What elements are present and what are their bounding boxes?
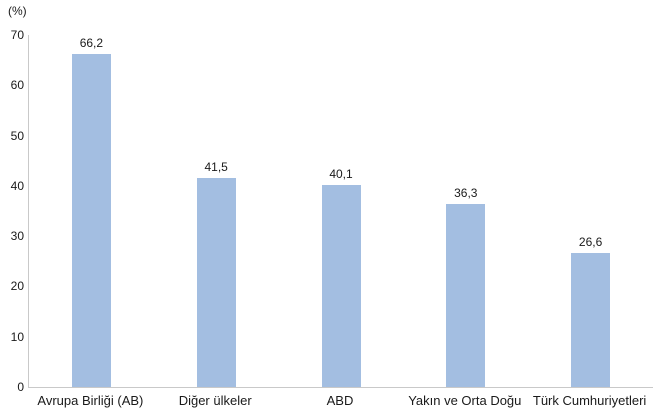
bar-value-label: 26,6 (578, 235, 603, 249)
bar (571, 253, 611, 387)
y-axis-tick-label: 30 (10, 229, 24, 244)
y-axis-tick-label: 40 (10, 178, 24, 193)
plot-area: 66,2 41,5 40,1 36,3 26,6 (28, 35, 653, 388)
bar-value-label: 36,3 (454, 186, 478, 200)
x-axis-category-label: Avrupa Birliği (AB) (37, 393, 144, 408)
y-axis-tick-label: 10 (10, 329, 24, 344)
bar-value-label: 66,2 (79, 36, 104, 50)
y-axis-tick-label: 0 (17, 380, 24, 394)
y-axis-tick-label: 60 (10, 78, 24, 93)
bar (71, 54, 111, 387)
x-axis-category-label: Yakın ve Orta Doğu (408, 393, 522, 408)
y-axis-tick-label: 20 (10, 279, 24, 294)
x-axis-category-label: Türk Cumhuriyetleri (532, 393, 647, 408)
x-axis-category-label: ABD (326, 393, 354, 408)
bar (446, 204, 486, 387)
y-axis-tick-label: 70 (10, 28, 24, 42)
bar (196, 178, 236, 387)
bar (321, 185, 361, 387)
bar-value-label: 41,5 (204, 160, 228, 174)
y-axis-unit-label: (%) (8, 4, 27, 18)
y-axis-tick-label: 50 (10, 128, 24, 143)
x-axis-category-label: Diğer ülkeler (178, 393, 252, 408)
bar-value-label: 40,1 (329, 167, 353, 181)
